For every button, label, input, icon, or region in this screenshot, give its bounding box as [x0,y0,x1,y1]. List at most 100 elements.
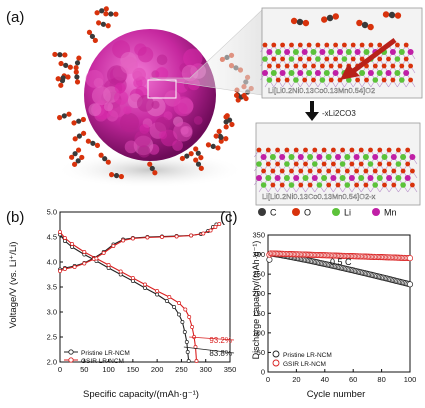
chart-b-point-1 [82,250,87,254]
chart-b-ytick-label: 5.0 [47,208,57,217]
chart-b-legend: Pristine LR-NCM GSIR LR-NCM [64,349,130,365]
chart-b-point-1 [201,231,206,236]
chart-b-ylabel: Voltage/V (vs. Li⁺/Li) [8,242,19,329]
chart-b-point-0 [186,359,191,363]
lattice-top [260,42,416,88]
co2-molecule [72,154,85,167]
bottom-formula: Li[Li0.2Ni0.13Co0.13Mn0.54]O2-x [262,192,376,201]
chart-b-xtick-label: 100 [102,365,115,374]
chart-c-ytick-label: 250 [252,270,265,279]
chart-b-point-1 [167,295,172,299]
chart-b-point-0 [177,312,181,317]
co2-molecule [321,13,339,23]
chart-b-point-1 [174,234,179,239]
chart-b-ytick-label: 2.0 [47,358,57,367]
svg-text:C: C [270,208,277,218]
co2-molecule [71,116,86,126]
chart-c-xtick-label: 80 [377,375,385,384]
panel-c-label: (c) [220,209,238,226]
surface-co2-molecules [290,11,402,31]
chart-b-point-1 [62,267,67,271]
lattice-bottom [254,147,418,193]
surface-bump [103,102,114,112]
panel-a-label: (a) [6,9,24,26]
co2-molecule [52,51,68,58]
chart-b-xtick-label: 150 [127,365,140,374]
co2-molecule [69,147,82,160]
chart-b-point-1 [130,276,135,280]
chart-b-point-1 [58,230,62,234]
surface-bump [132,70,143,81]
co2-molecule [96,20,111,29]
chart-b-point-1 [208,228,213,233]
chart-b-point-0 [143,286,147,290]
co2-molecule [193,157,204,171]
chart-c-point-0 [406,281,414,288]
chart-b-point-0 [184,340,189,344]
top-formula: Li[Li0.2Ni0.13Co0.13Mn0.54]O2 [268,86,375,95]
chart-c-xtick-label: 40 [321,375,329,384]
surface-bump [183,48,203,68]
chart-b-point-0 [164,299,169,303]
surface-bump [133,78,143,88]
surface-bump [134,130,151,148]
chart-b-annotation-pristine: 83.8% [209,349,232,358]
chart-b-xtick-label: 200 [151,365,164,374]
co2-molecule [108,172,125,180]
chart-b-point-0 [182,330,187,334]
chart-b: 0 50 100 150 200 250 300 350 2.0 2.5 3.0 3.5 4.0 4.5 5… [47,208,237,375]
chart-b-point-1 [82,261,87,266]
chart-c-legend-gsir: GSIR LR-NCM [283,361,326,368]
surface-bump [88,103,102,117]
chart-b-ytick-label: 4.0 [47,258,57,267]
chart-c-ytick-label: 350 [252,231,265,240]
chart-b-point-1 [187,315,192,319]
surface-bump [119,112,140,133]
chart-b-point-1 [155,289,160,293]
chart-b-point-1 [72,265,77,269]
chart-b-xtick-label: 50 [80,365,88,374]
chart-c-xlabel: Cycle number [307,389,366,400]
chart-b-legend-pristine: Pristine LR-NCM [81,350,130,357]
surface-bump [156,54,168,66]
chart-c-ytick-label: 150 [252,309,265,318]
svg-text:Li: Li [344,208,351,218]
chart-c-ytick-label: 0 [261,368,265,377]
chart-b-point-1 [217,222,222,226]
chart-b-point-0 [185,350,190,354]
chart-b-ytick-label: 3.5 [47,283,57,292]
surface-bump [173,96,194,117]
chart-b-legend-gsir: GSIR LR-NCM [81,358,124,365]
chart-c-legend: Pristine LR-NCM GSIR LR-NCM [272,350,332,368]
chart-b-point-1 [143,282,147,287]
chart-c-frame [267,234,411,373]
chart-c-xtick-label: 100 [404,375,417,384]
chart-b-point-1 [121,238,126,243]
legend-item-o: O [292,208,311,218]
surface-bump [137,145,151,158]
reaction-arrow [350,37,397,75]
chart-b-annotation-arrow [189,336,235,341]
co2-molecule [147,161,158,176]
surface-bump [114,90,129,105]
co2-molecule [290,17,310,27]
chart-b-annotation-gsir: 93.2% [209,336,232,345]
panel-a: (a) Li[Li0.2Ni0.13Co0.13Mn0.54]O2 -xLi2C… [6,6,423,218]
chart-b-point-1 [189,233,194,238]
co2-molecule [73,55,82,71]
chart-b-point-0 [172,305,177,309]
chart-c: 0 20 40 60 80 100 0 50 100 150 200 250 300 350 [252,231,416,385]
chart-c-ytick-label: 100 [252,328,265,337]
chart-b-xtick-label: 300 [199,365,212,374]
crystal-inset-top: Li[Li0.2Ni0.13Co0.13Mn0.54]O2 [260,7,423,99]
chart-c-point-0 [266,256,273,263]
chart-b-annotation-arrow [183,346,235,354]
chart-c-xtick-label: 60 [349,375,357,384]
chart-b-point-1 [62,236,67,240]
chart-b-point-1 [58,269,62,273]
chart-b-point-1 [194,359,199,363]
chart-b-point-1 [183,307,188,312]
co2-molecule [57,111,72,121]
co2-molecule [213,133,229,142]
